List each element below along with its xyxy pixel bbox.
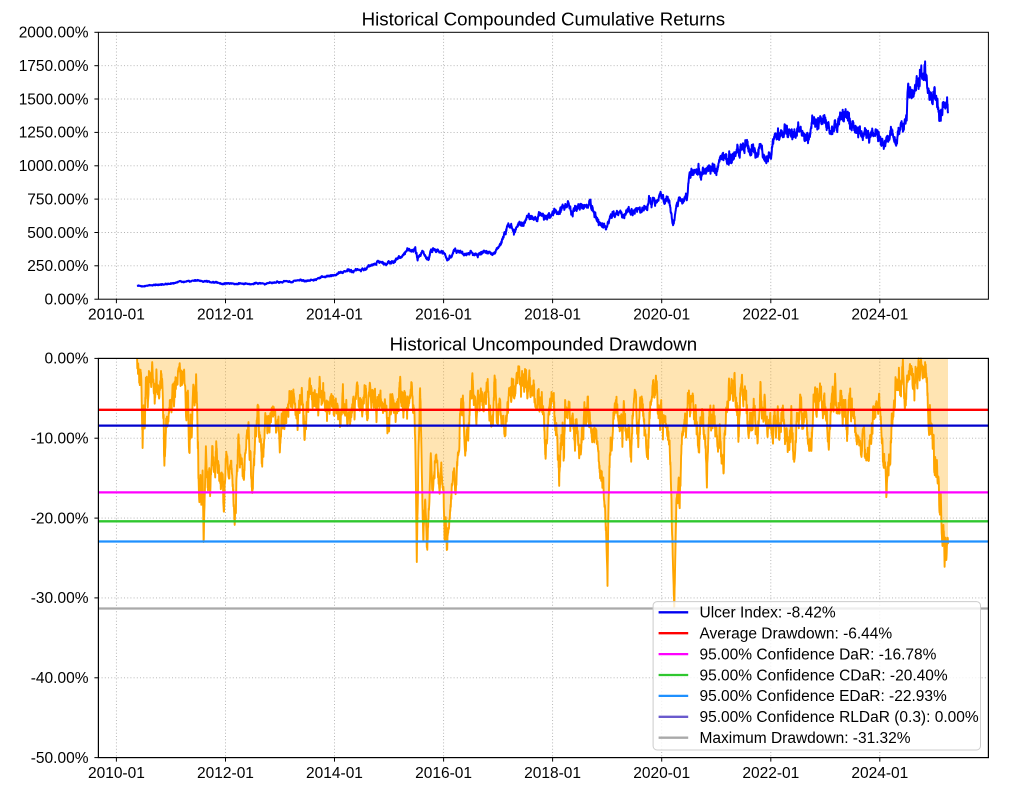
svg-text:Ulcer Index: -8.42%: Ulcer Index: -8.42% — [700, 605, 836, 622]
svg-text:Maximum Drawdown: -31.32%: Maximum Drawdown: -31.32% — [700, 730, 911, 747]
svg-text:750.00%: 750.00% — [27, 191, 88, 208]
svg-text:500.00%: 500.00% — [27, 225, 88, 242]
svg-text:2018-01: 2018-01 — [524, 765, 581, 782]
svg-text:2010-01: 2010-01 — [88, 765, 145, 782]
svg-text:2020-01: 2020-01 — [633, 765, 690, 782]
svg-text:-10.00%: -10.00% — [31, 431, 89, 448]
svg-text:Historical Compounded Cumulati: Historical Compounded Cumulative Returns — [362, 8, 726, 29]
svg-text:2016-01: 2016-01 — [415, 765, 472, 782]
svg-text:2010-01: 2010-01 — [88, 307, 145, 324]
svg-text:Average Drawdown: -6.44%: Average Drawdown: -6.44% — [700, 626, 893, 643]
svg-text:250.00%: 250.00% — [27, 258, 88, 275]
svg-text:2012-01: 2012-01 — [197, 765, 254, 782]
svg-text:-30.00%: -30.00% — [31, 590, 89, 607]
svg-text:-40.00%: -40.00% — [31, 670, 89, 687]
svg-text:95.00% Confidence DaR: -16.78%: 95.00% Confidence DaR: -16.78% — [700, 646, 937, 663]
svg-text:2022-01: 2022-01 — [742, 765, 799, 782]
svg-text:1750.00%: 1750.00% — [19, 58, 89, 75]
svg-text:1250.00%: 1250.00% — [19, 125, 89, 142]
svg-text:-20.00%: -20.00% — [31, 510, 89, 527]
svg-text:2024-01: 2024-01 — [851, 765, 908, 782]
svg-text:95.00% Confidence CDaR: -20.40: 95.00% Confidence CDaR: -20.40% — [700, 667, 948, 684]
svg-text:2014-01: 2014-01 — [306, 765, 363, 782]
svg-text:2022-01: 2022-01 — [742, 307, 799, 324]
svg-text:1500.00%: 1500.00% — [19, 91, 89, 108]
svg-text:2018-01: 2018-01 — [524, 307, 581, 324]
svg-text:0.00%: 0.00% — [45, 292, 89, 309]
svg-text:2016-01: 2016-01 — [415, 307, 472, 324]
svg-text:95.00% Confidence EDaR: -22.93: 95.00% Confidence EDaR: -22.93% — [700, 688, 948, 705]
svg-text:Historical Uncompounded Drawdo: Historical Uncompounded Drawdown — [390, 334, 697, 355]
svg-text:1000.00%: 1000.00% — [19, 158, 89, 175]
svg-text:0.00%: 0.00% — [45, 351, 89, 368]
svg-text:2012-01: 2012-01 — [197, 307, 254, 324]
svg-text:2024-01: 2024-01 — [851, 307, 908, 324]
svg-text:95.00% Confidence RLDaR (0.3):: 95.00% Confidence RLDaR (0.3): 0.00% — [700, 709, 979, 726]
svg-text:-50.00%: -50.00% — [31, 750, 89, 767]
svg-text:2000.00%: 2000.00% — [19, 25, 89, 42]
svg-text:2014-01: 2014-01 — [306, 307, 363, 324]
svg-text:2020-01: 2020-01 — [633, 307, 690, 324]
